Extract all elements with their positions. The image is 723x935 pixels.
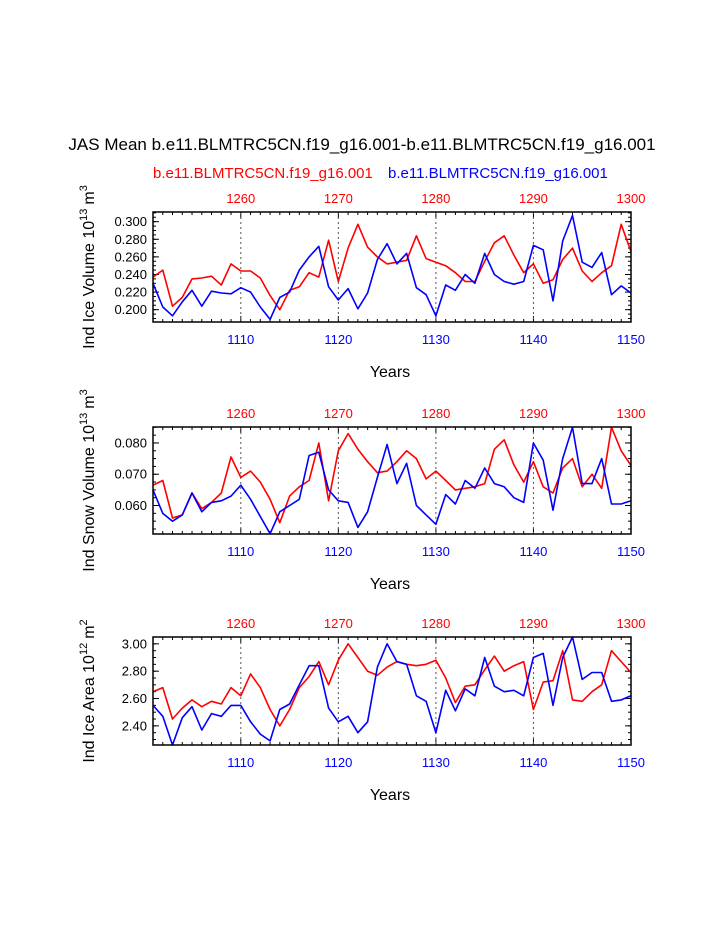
- x-tick-label-top: 1280: [421, 406, 450, 421]
- x-axis-label: Years: [370, 787, 410, 804]
- y-axis-label: Ind Ice Volume 1013 m3: [78, 185, 98, 349]
- y-axis-label-exponent: 12: [78, 643, 90, 655]
- x-tick-label-bottom: 1120: [324, 755, 352, 770]
- plot-frame: [152, 636, 632, 746]
- x-axis-label: Years: [370, 364, 410, 381]
- y-tick-label: 3.00: [122, 636, 147, 651]
- y-tick-label: 0.260: [114, 249, 147, 264]
- x-tick-label-bottom: 1110: [227, 755, 254, 770]
- y-tick-label: 0.220: [114, 285, 147, 300]
- plot-frame: [152, 211, 632, 323]
- x-tick-label-bottom: 1140: [519, 332, 547, 347]
- series-line-blue: [152, 426, 632, 535]
- legend-red-label: b.e11.BLMTRC5CN.f19_g16.001: [153, 165, 373, 182]
- x-tick-label-top: 1270: [324, 191, 353, 206]
- series-line-red: [152, 642, 632, 727]
- x-tick-label-bottom: 1150: [617, 755, 645, 770]
- x-tick-label-top: 1270: [324, 406, 353, 421]
- y-axis-label-exponent: 13: [78, 209, 90, 221]
- y-tick-label: 0.070: [114, 467, 147, 482]
- x-tick-label-top: 1290: [519, 191, 548, 206]
- x-tick-label-bottom: 1140: [519, 755, 547, 770]
- x-tick-label-bottom: 1150: [617, 332, 645, 347]
- x-tick-label-top: 1260: [226, 616, 255, 631]
- x-tick-label-top: 1280: [421, 191, 450, 206]
- series-line-blue: [152, 214, 632, 321]
- chart-panel-2: 1110 1120 1130 1140 1150 1260 1270 1280 1290 1300…: [78, 389, 645, 593]
- x-axis-label: Years: [370, 576, 410, 593]
- y-axis-label-unit-exponent: 3: [78, 185, 90, 191]
- y-tick-label: 2.40: [122, 718, 147, 733]
- chart-title: JAS Mean b.e11.BLMTRC5CN.f19_g16.001-b.e…: [68, 135, 655, 154]
- y-axis-label-main: Ind Snow Volume 10: [81, 425, 98, 572]
- y-tick-label: 2.80: [122, 664, 147, 679]
- x-tick-label-top: 1260: [226, 191, 255, 206]
- legend-blue-label: b.e11.BLMTRC5CN.f19_g16.001: [388, 165, 608, 182]
- y-axis-label: Ind Ice Area 1012 m2: [78, 619, 98, 762]
- series-line-red: [152, 223, 632, 311]
- x-tick-label-bottom: 1130: [422, 544, 450, 559]
- y-axis-label: Ind Snow Volume 1013 m3: [78, 389, 98, 571]
- y-axis-label-main: Ind Ice Volume 10: [81, 221, 98, 349]
- x-tick-label-top: 1270: [324, 616, 353, 631]
- x-tick-label-top: 1290: [519, 406, 548, 421]
- chart-panel-1: 1110 1120 1130 1140 1150 1260 1270 1280 1290 1300…: [78, 185, 645, 381]
- x-tick-label-top: 1300: [617, 616, 646, 631]
- x-tick-label-top: 1300: [617, 191, 646, 206]
- y-axis-label-unit-exponent: 2: [78, 619, 90, 625]
- y-tick-label: 0.240: [114, 267, 147, 282]
- y-tick-label: 0.300: [114, 214, 147, 229]
- x-tick-label-bottom: 1110: [227, 332, 254, 347]
- y-tick-label: 0.280: [114, 232, 147, 247]
- chart-panel-3: 1110 1120 1130 1140 1150 1260 1270 1280 1290 1300…: [78, 616, 645, 804]
- x-tick-label-top: 1290: [519, 616, 548, 631]
- x-tick-label-bottom: 1110: [227, 544, 254, 559]
- x-tick-label-bottom: 1140: [519, 544, 547, 559]
- y-tick-label: 0.060: [114, 498, 147, 513]
- x-tick-label-bottom: 1150: [617, 544, 645, 559]
- y-axis-label-unit: m: [81, 191, 98, 204]
- y-tick-label: 0.200: [114, 302, 147, 317]
- x-tick-label-bottom: 1130: [422, 755, 450, 770]
- x-tick-label-top: 1280: [421, 616, 450, 631]
- x-tick-label-bottom: 1120: [324, 332, 352, 347]
- y-axis-label-exponent: 13: [78, 413, 90, 425]
- y-tick-label: 2.60: [122, 691, 147, 706]
- x-tick-label-bottom: 1120: [324, 544, 352, 559]
- series-line-blue: [152, 636, 632, 746]
- chart-panels: 1110 1120 1130 1140 1150 1260 1270 1280 1290 1300…: [78, 185, 645, 804]
- y-tick-label: 0.080: [114, 435, 147, 450]
- y-axis-label-main: Ind Ice Area 10: [81, 655, 98, 763]
- x-tick-label-top: 1300: [617, 406, 646, 421]
- x-tick-label-bottom: 1130: [422, 332, 450, 347]
- y-axis-label-unit: m: [81, 395, 98, 408]
- plot-frame: [152, 426, 632, 535]
- y-axis-label-unit: m: [81, 625, 98, 638]
- y-axis-label-unit-exponent: 3: [78, 389, 90, 395]
- x-tick-label-top: 1260: [226, 406, 255, 421]
